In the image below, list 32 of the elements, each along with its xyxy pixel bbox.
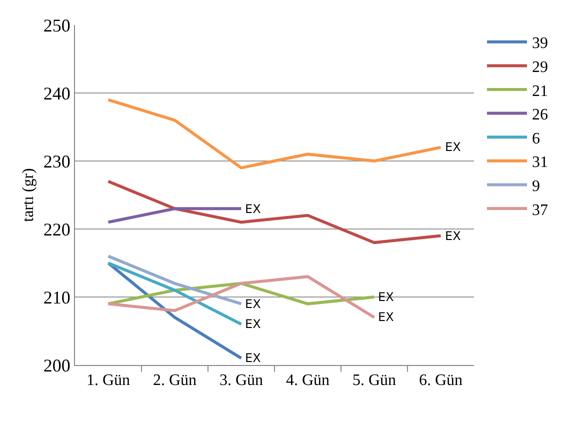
annotation: EX (378, 290, 394, 304)
line-series (106, 98, 442, 170)
legend-label: 37 (532, 202, 548, 219)
annotation: EX (445, 229, 461, 243)
annotation: EX (245, 202, 261, 216)
y-axis-title: tartı (gr) (20, 168, 37, 222)
legend-label: 39 (532, 35, 548, 52)
y-tick-label: 220 (43, 219, 70, 240)
x-tick-label: 5. Gün (352, 372, 396, 390)
annotation: EX (245, 317, 261, 331)
annotation: EX (245, 297, 261, 311)
annotation: EX (245, 351, 261, 365)
x-tick-label: 1. Gün (86, 372, 130, 390)
y-tick-label: 210 (43, 287, 70, 308)
line-series (106, 180, 442, 244)
legend-label: 26 (532, 106, 548, 124)
annotation: EX (445, 140, 461, 154)
y-tick-label: 250 (43, 15, 70, 36)
x-tick-label: 3. Gün (219, 372, 264, 390)
legend-label: 21 (532, 82, 548, 100)
y-tick-label: 240 (43, 83, 70, 104)
x-tick-label: 6. Gün (418, 372, 463, 390)
annotation: EX (378, 310, 394, 324)
legend-label: 6 (532, 130, 540, 148)
legend-label: 9 (532, 178, 540, 195)
line-series (106, 275, 376, 319)
legend-label: 29 (532, 58, 548, 76)
y-tick-label: 230 (43, 151, 70, 172)
x-tick-label: 2. Gün (152, 372, 197, 390)
y-tick-label: 200 (43, 355, 70, 376)
legend-label: 31 (532, 154, 548, 172)
x-tick-label: 4. Gün (286, 372, 330, 390)
